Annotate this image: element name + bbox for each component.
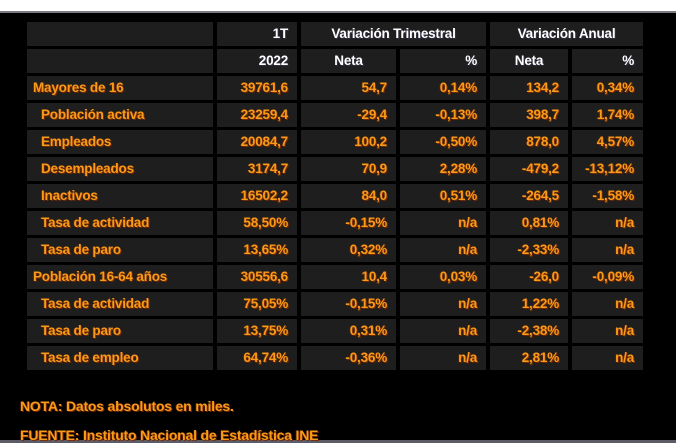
source-line: FUENTE: Instituto Nacional de Estadístic…	[20, 427, 319, 443]
cell-quarterly-neta: 0,32%	[301, 238, 396, 262]
row-label: Población 16-64 años	[27, 265, 213, 289]
cell-value: 23259,4	[217, 103, 297, 127]
cell-quarterly-neta: 70,9	[301, 157, 396, 181]
col-header-quarterly-pct: %	[400, 49, 486, 73]
header-corner-cell	[27, 49, 213, 73]
row-label: Tasa de empleo	[27, 346, 213, 370]
row-label: Inactivos	[27, 184, 213, 208]
terminal-panel: 1T Variación Trimestral Variación Anual …	[0, 11, 676, 443]
stats-table: 1T Variación Trimestral Variación Anual …	[27, 22, 643, 370]
cell-quarterly-neta: 0,31%	[301, 319, 396, 343]
cell-annual-neta: 0,81%	[490, 211, 568, 235]
cell-quarterly-neta: -0,15%	[301, 211, 396, 235]
cell-value: 30556,6	[217, 265, 297, 289]
cell-annual-pct: n/a	[572, 346, 643, 370]
col-header-year: 2022	[217, 49, 297, 73]
cell-annual-pct: -1,58%	[572, 184, 643, 208]
cell-value: 64,74%	[217, 346, 297, 370]
cell-quarterly-neta: 84,0	[301, 184, 396, 208]
col-header-annual-pct: %	[572, 49, 643, 73]
col-header-annual-neta: Neta	[490, 49, 568, 73]
cell-annual-neta: -479,2	[490, 157, 568, 181]
col-header-period: 1T	[217, 22, 297, 46]
cell-quarterly-neta: 100,2	[301, 130, 396, 154]
row-label: Tasa de paro	[27, 238, 213, 262]
cell-annual-pct: -0,09%	[572, 265, 643, 289]
cell-annual-neta: 1,22%	[490, 292, 568, 316]
cell-quarterly-pct: 2,28%	[400, 157, 486, 181]
row-label: Tasa de actividad	[27, 292, 213, 316]
cell-quarterly-pct: n/a	[400, 346, 486, 370]
cell-annual-neta: 398,7	[490, 103, 568, 127]
cell-annual-neta: -264,5	[490, 184, 568, 208]
cell-value: 75,05%	[217, 292, 297, 316]
note-line: NOTA: Datos absolutos en miles.	[20, 398, 234, 414]
cell-annual-pct: 1,74%	[572, 103, 643, 127]
row-label: Tasa de paro	[27, 319, 213, 343]
cell-value: 16502,2	[217, 184, 297, 208]
cell-annual-pct: -13,12%	[572, 157, 643, 181]
col-header-quarterly-neta: Neta	[301, 49, 396, 73]
cell-annual-pct: n/a	[572, 211, 643, 235]
cell-annual-neta: -2,38%	[490, 319, 568, 343]
cell-annual-pct: n/a	[572, 238, 643, 262]
cell-quarterly-pct: -0,50%	[400, 130, 486, 154]
cell-value: 58,50%	[217, 211, 297, 235]
cell-value: 3174,7	[217, 157, 297, 181]
col-group-quarterly: Variación Trimestral	[301, 22, 486, 46]
cell-quarterly-neta: -29,4	[301, 103, 396, 127]
cell-annual-neta: -2,33%	[490, 238, 568, 262]
cell-quarterly-neta: 10,4	[301, 265, 396, 289]
cell-quarterly-pct: 0,14%	[400, 76, 486, 100]
cell-quarterly-neta: -0,36%	[301, 346, 396, 370]
cell-annual-pct: n/a	[572, 292, 643, 316]
cell-quarterly-pct: n/a	[400, 211, 486, 235]
row-label: Desempleados	[27, 157, 213, 181]
cell-quarterly-pct: n/a	[400, 292, 486, 316]
row-label: Empleados	[27, 130, 213, 154]
cell-annual-neta: 2,81%	[490, 346, 568, 370]
cell-quarterly-neta: 54,7	[301, 76, 396, 100]
cell-annual-pct: 0,34%	[572, 76, 643, 100]
cell-quarterly-pct: n/a	[400, 319, 486, 343]
cell-annual-neta: 134,2	[490, 76, 568, 100]
cell-value: 39761,6	[217, 76, 297, 100]
cell-annual-neta: 878,0	[490, 130, 568, 154]
cell-value: 13,75%	[217, 319, 297, 343]
cell-annual-pct: 4,57%	[572, 130, 643, 154]
row-label: Tasa de actividad	[27, 211, 213, 235]
col-group-annual: Variación Anual	[490, 22, 643, 46]
cell-quarterly-pct: 0,03%	[400, 265, 486, 289]
cell-quarterly-pct: n/a	[400, 238, 486, 262]
row-label: Población activa	[27, 103, 213, 127]
cell-annual-pct: n/a	[572, 319, 643, 343]
cell-quarterly-pct: 0,51%	[400, 184, 486, 208]
header-corner-cell	[27, 22, 213, 46]
cell-quarterly-pct: -0,13%	[400, 103, 486, 127]
cell-annual-neta: -26,0	[490, 265, 568, 289]
cell-quarterly-neta: -0,15%	[301, 292, 396, 316]
cell-value: 20084,7	[217, 130, 297, 154]
cell-value: 13,65%	[217, 238, 297, 262]
row-label: Mayores de 16	[27, 76, 213, 100]
